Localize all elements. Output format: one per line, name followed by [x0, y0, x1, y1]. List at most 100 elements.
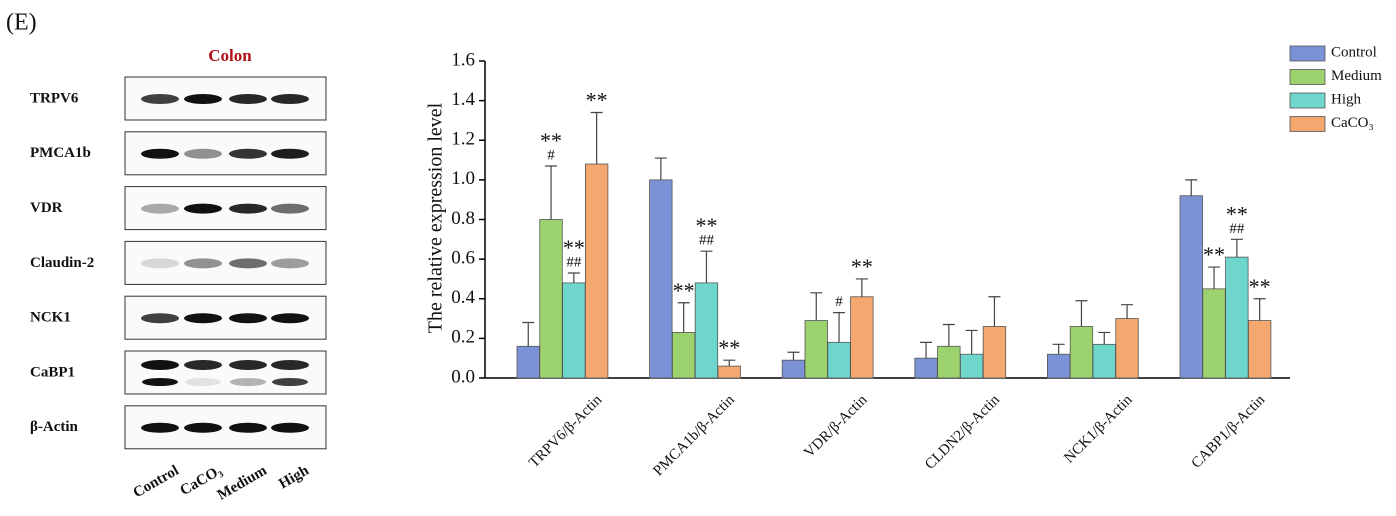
- legend-swatch: [1289, 69, 1326, 85]
- significance-mark: **: [718, 335, 740, 360]
- blot-band: [229, 258, 267, 269]
- y-axis-label: The relative expression level: [425, 102, 447, 333]
- error-bar: [787, 351, 800, 361]
- error-bar: [590, 111, 603, 165]
- blot-band: [141, 203, 179, 214]
- error-bar: [1230, 238, 1243, 258]
- significance-mark: ##: [566, 254, 582, 270]
- y-tick-label: 1.0: [451, 168, 475, 189]
- significance-mark: #: [547, 147, 555, 163]
- lane-label: Control: [131, 463, 182, 502]
- error-bar: [677, 302, 690, 333]
- bar: [1047, 353, 1071, 379]
- error-bar: [965, 329, 978, 355]
- error-bar: [1098, 331, 1111, 345]
- significance-mark: **: [1226, 201, 1248, 226]
- bar: [781, 359, 806, 379]
- blot-band: [271, 360, 309, 370]
- y-tick-label: 1.6: [451, 49, 475, 70]
- blot-band: [184, 203, 222, 214]
- blot-row-label: PMCA1b: [30, 145, 91, 161]
- bar: [914, 357, 938, 379]
- error-bar: [810, 292, 823, 321]
- blot-frame: [124, 350, 327, 395]
- error-bar: [567, 272, 580, 283]
- blot-title: Colon: [208, 46, 252, 65]
- blot-band: [141, 422, 179, 433]
- blot-band: [141, 360, 179, 370]
- blot-band: [272, 378, 308, 386]
- y-tick-label: 0.8: [451, 208, 475, 229]
- error-bar: [1052, 343, 1065, 355]
- blot-band: [184, 258, 222, 269]
- bar: [1225, 256, 1249, 379]
- blot-band: [230, 378, 266, 386]
- error-bar: [1253, 298, 1266, 321]
- panel-label: (E): [6, 10, 37, 36]
- bar: [717, 365, 741, 379]
- lane-label: High: [276, 462, 312, 492]
- y-tick-label: 0.4: [451, 287, 475, 308]
- x-tick-label: CABP1/β-Actin: [1188, 392, 1268, 472]
- blot-band: [271, 203, 309, 214]
- blot-band: [229, 313, 267, 324]
- legend-swatch: [1289, 116, 1326, 132]
- significance-mark: ##: [699, 233, 715, 249]
- blot-band: [229, 148, 267, 159]
- x-tick-label: CLDN2/β-Actin: [922, 392, 1003, 473]
- y-tick-label: 1.2: [451, 129, 475, 150]
- legend-label: Medium: [1331, 68, 1382, 84]
- significance-mark: **: [1249, 274, 1271, 299]
- error-bar: [522, 321, 535, 347]
- blot-band: [184, 313, 222, 324]
- significance-mark: **: [851, 254, 873, 279]
- blot-band: [141, 148, 179, 159]
- bar: [982, 326, 1007, 379]
- legend-label: High: [1331, 91, 1362, 107]
- error-bar: [1075, 300, 1088, 327]
- blot-band: [271, 94, 309, 104]
- error-bar: [942, 323, 955, 347]
- blot-row-label: Claudin-2: [30, 255, 94, 271]
- bar: [585, 163, 609, 379]
- error-bar: [1208, 266, 1221, 289]
- blot-band: [185, 378, 221, 386]
- bar: [516, 345, 540, 379]
- significance-mark: **: [540, 128, 562, 153]
- blot-band: [141, 94, 179, 104]
- blot-row-label: NCK1: [30, 310, 71, 326]
- error-bar: [1185, 179, 1198, 196]
- blot-band: [141, 313, 179, 324]
- x-tick-label: TRPV6/β-Actin: [526, 392, 606, 472]
- error-bar: [855, 278, 868, 297]
- y-tick-label: 0.2: [451, 327, 475, 348]
- blot-row-label: TRPV6: [30, 90, 79, 106]
- significance-mark: #: [835, 294, 843, 310]
- bar: [1179, 195, 1203, 379]
- bar: [1248, 320, 1272, 379]
- error-bar: [654, 157, 667, 180]
- bar: [539, 219, 563, 379]
- bar: [804, 320, 828, 379]
- error-bar: [1121, 304, 1134, 319]
- blot-band: [229, 360, 267, 370]
- legend-label: CaCO₃: [1331, 115, 1374, 131]
- bar: [960, 353, 984, 379]
- bar: [1115, 318, 1139, 379]
- blot-row-label: CaBP1: [30, 364, 75, 380]
- legend-swatch: [1289, 92, 1326, 109]
- y-tick-label: 0.0: [451, 366, 475, 387]
- error-bar: [988, 296, 1001, 327]
- blot-band: [184, 360, 222, 370]
- significance-mark: ##: [1229, 221, 1245, 237]
- x-tick-label: VDR/β-Actin: [801, 392, 871, 462]
- significance-mark: **: [563, 235, 585, 260]
- bar: [1202, 288, 1226, 379]
- significance-mark: **: [695, 213, 717, 238]
- blot-band: [271, 313, 309, 324]
- error-bar: [833, 312, 846, 343]
- bar: [937, 345, 961, 379]
- x-tick-label: PMCA1b/β-Actin: [650, 392, 738, 480]
- blot-row-label: β-Actin: [30, 419, 79, 435]
- error-bar: [920, 341, 933, 359]
